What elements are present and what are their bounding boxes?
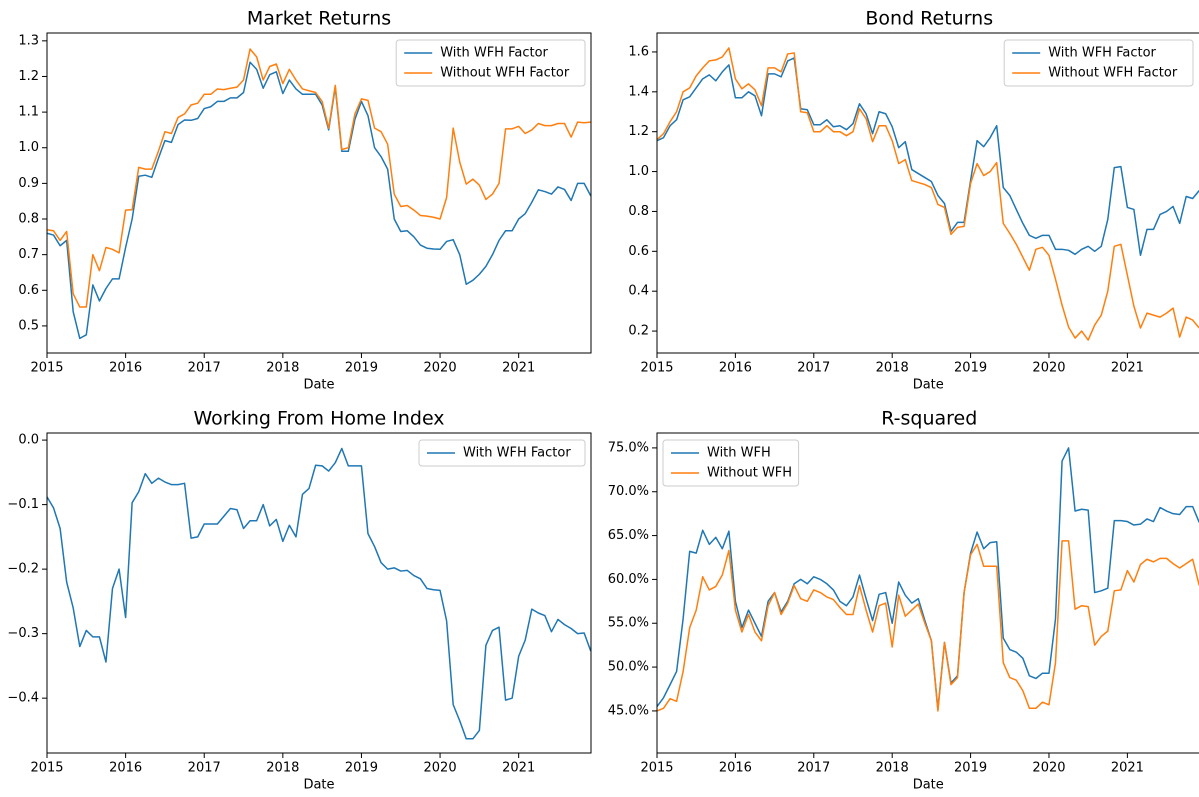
y-tick-label: 0.9 <box>18 176 39 191</box>
y-tick-label: 1.6 <box>628 44 649 59</box>
x-tick-label: 2019 <box>954 361 987 376</box>
y-tick-label: 55.0% <box>608 616 649 631</box>
chart-title: Bond Returns <box>865 8 993 30</box>
legend: With WFH Factor <box>418 439 586 467</box>
legend-label: With WFH Factor <box>1048 46 1156 61</box>
y-tick-label: 50.0% <box>608 660 649 675</box>
x-tick-label: 2020 <box>424 361 457 376</box>
x-tick-label: 2018 <box>266 761 299 776</box>
x-axis-label: Date <box>303 378 334 393</box>
x-tick-label: 2018 <box>266 361 299 376</box>
y-tick-label: −0.3 <box>7 626 39 641</box>
x-tick-label: 2019 <box>345 761 378 776</box>
legend-label: Without WFH Factor <box>440 66 570 81</box>
subplot: Market Returns Date 2015 2016 2017 2018 2019 20… <box>18 8 592 393</box>
x-tick-label: 2015 <box>640 361 673 376</box>
legend: With WFH Factor Without WFH Factor <box>395 39 586 87</box>
series-line <box>46 447 592 740</box>
series-line <box>656 57 1199 257</box>
x-tick-label: 2017 <box>797 361 830 376</box>
plot-frame <box>46 32 592 354</box>
legend-label: With WFH <box>707 446 771 461</box>
legend: With WFH Without WFH <box>662 439 800 487</box>
series-line <box>46 48 591 308</box>
x-axis-label: Date <box>303 778 334 793</box>
legend-frame <box>418 439 586 467</box>
subplot: Bond Returns Date 2015 2016 2017 2018 2019 2020… <box>628 8 1199 393</box>
series-line <box>46 61 592 340</box>
x-tick-label: 2016 <box>719 361 752 376</box>
y-tick-label: 1.2 <box>18 69 39 84</box>
series-line <box>656 47 1199 341</box>
x-tick-label: 2017 <box>188 761 221 776</box>
x-tick-label: 2018 <box>876 361 909 376</box>
x-axis-label: Date <box>913 778 944 793</box>
y-tick-label: 0.6 <box>18 283 39 298</box>
x-tick-label: 2019 <box>345 361 378 376</box>
y-tick-label: 60.0% <box>608 572 649 587</box>
legend-label: Without WFH <box>707 466 792 481</box>
x-tick-label: 2017 <box>797 761 830 776</box>
x-tick-label: 2021 <box>502 761 535 776</box>
x-tick-label: 2020 <box>1032 761 1065 776</box>
x-tick-label: 2021 <box>502 361 535 376</box>
chart-title: Market Returns <box>247 8 391 30</box>
y-tick-label: 1.0 <box>18 140 39 155</box>
y-tick-label: 0.7 <box>18 247 39 262</box>
y-tick-label: 0.8 <box>18 212 39 227</box>
x-tick-label: 2020 <box>424 761 457 776</box>
y-tick-label: 0.4 <box>628 284 649 299</box>
subplot: R-squared Date 2015 2016 2017 2018 2019 2020 202… <box>608 408 1199 793</box>
x-tick-label: 2015 <box>30 761 63 776</box>
legend-label: With WFH Factor <box>463 446 571 461</box>
y-tick-label: 1.3 <box>18 33 39 48</box>
x-tick-label: 2021 <box>1111 761 1144 776</box>
x-tick-label: 2016 <box>109 361 142 376</box>
x-axis-label: Date <box>913 378 944 393</box>
y-tick-label: 1.2 <box>628 124 649 139</box>
legend-label: Without WFH Factor <box>1048 66 1178 81</box>
x-tick-label: 2016 <box>109 761 142 776</box>
x-tick-label: 2015 <box>30 361 63 376</box>
y-tick-label: 0.8 <box>628 204 649 219</box>
legend-frame <box>395 39 586 87</box>
series-line <box>656 540 1199 712</box>
x-tick-label: 2017 <box>188 361 221 376</box>
y-tick-label: −0.4 <box>7 691 39 706</box>
x-tick-label: 2021 <box>1111 361 1144 376</box>
plot-frame <box>46 432 592 754</box>
legend: With WFH Factor Without WFH Factor <box>1003 39 1194 87</box>
y-tick-label: 0.6 <box>628 244 649 259</box>
y-tick-label: 45.0% <box>608 703 649 718</box>
x-tick-label: 2020 <box>1032 361 1065 376</box>
series-line <box>656 447 1199 710</box>
y-tick-label: 0.0 <box>18 433 39 448</box>
y-tick-label: 1.1 <box>18 105 39 120</box>
subplot: Working From Home Index Date 2015 2016 2017 2… <box>7 408 592 793</box>
x-tick-label: 2019 <box>954 761 987 776</box>
y-tick-label: 75.0% <box>608 440 649 455</box>
y-tick-label: −0.1 <box>7 497 39 512</box>
x-tick-label: 2018 <box>876 761 909 776</box>
x-tick-label: 2015 <box>640 761 673 776</box>
y-tick-label: 0.5 <box>18 318 39 333</box>
chart-title: Working From Home Index <box>193 408 444 430</box>
chart-title: R-squared <box>881 408 977 430</box>
y-tick-label: 1.0 <box>628 164 649 179</box>
y-tick-label: 1.4 <box>628 84 649 99</box>
y-tick-label: 70.0% <box>608 484 649 499</box>
legend-label: With WFH Factor <box>440 46 548 61</box>
plot-frame <box>656 32 1199 354</box>
legend-frame <box>1003 39 1194 87</box>
x-tick-label: 2016 <box>719 761 752 776</box>
plot-frame <box>656 432 1199 754</box>
legend-frame <box>662 439 800 487</box>
y-tick-label: 65.0% <box>608 528 649 543</box>
y-tick-label: 0.2 <box>628 324 649 339</box>
y-tick-label: −0.2 <box>7 562 39 577</box>
